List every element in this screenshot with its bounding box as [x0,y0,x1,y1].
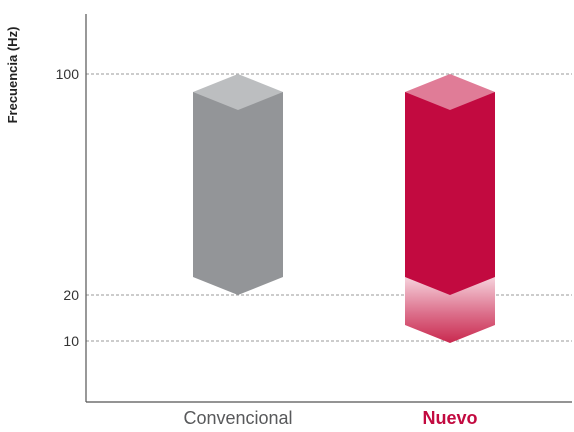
axes [85,14,572,403]
y-tick-label-20: 20 [63,287,79,303]
bar-nuevo-body [405,92,495,295]
bar-convencional [193,74,283,295]
bar-convencional-body [193,92,283,295]
x-label-convencional: Convencional [183,408,292,428]
bar-nuevo-top [405,74,495,110]
y-tick-label-10: 10 [63,333,79,349]
y-tick-label-100: 100 [56,66,80,82]
y-axis-title: Frecuencia (Hz) [5,27,20,124]
grid-lines [86,73,572,342]
x-category-labels: Convencional Nuevo [183,408,477,428]
bar-nuevo [405,74,495,343]
x-label-nuevo: Nuevo [422,408,477,428]
bar-nuevo-extension [405,277,495,343]
bar-convencional-top [193,74,283,110]
y-tick-labels: 100 20 10 [56,66,80,349]
